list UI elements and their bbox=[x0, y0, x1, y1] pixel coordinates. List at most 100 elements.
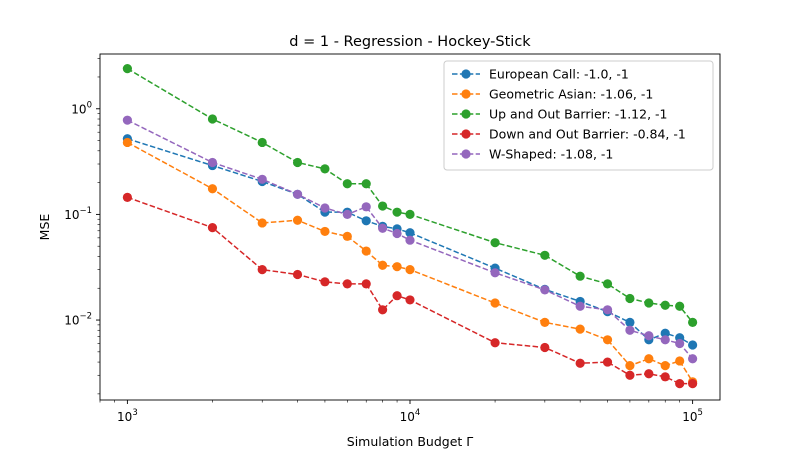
data-point bbox=[292, 189, 303, 199]
legend-label: Up and Out Barrier: -1.12, -1 bbox=[489, 107, 668, 122]
data-point bbox=[625, 325, 635, 335]
legend-label: European Call: -1.0, -1 bbox=[489, 67, 629, 82]
data-point bbox=[392, 291, 402, 301]
data-point bbox=[342, 209, 352, 220]
data-point bbox=[660, 361, 670, 371]
data-point bbox=[675, 379, 685, 389]
legend-box bbox=[443, 60, 714, 171]
data-point bbox=[361, 246, 371, 256]
data-point bbox=[122, 192, 132, 202]
legend-swatch-marker bbox=[461, 89, 471, 99]
legend-label: Down and Out Barrier: -0.84, -1 bbox=[489, 127, 686, 142]
data-point bbox=[405, 295, 415, 305]
data-point bbox=[625, 293, 635, 304]
data-point bbox=[342, 279, 352, 289]
data-point bbox=[405, 228, 415, 238]
data-point bbox=[320, 203, 330, 213]
data-point bbox=[660, 328, 670, 338]
data-point bbox=[378, 260, 388, 270]
data-point bbox=[490, 268, 500, 278]
data-point bbox=[602, 335, 613, 345]
data-point bbox=[575, 358, 585, 368]
data-point bbox=[675, 301, 685, 311]
data-point bbox=[378, 305, 388, 315]
data-point bbox=[575, 324, 585, 334]
data-point bbox=[361, 179, 371, 189]
data-point bbox=[257, 265, 267, 275]
data-point bbox=[540, 285, 550, 295]
data-point bbox=[342, 231, 352, 241]
data-point bbox=[392, 228, 402, 239]
data-point bbox=[660, 335, 670, 345]
data-point bbox=[378, 201, 388, 211]
data-point bbox=[405, 235, 415, 245]
data-point bbox=[625, 317, 635, 327]
data-point bbox=[625, 361, 635, 371]
data-point bbox=[257, 174, 267, 184]
data-point bbox=[122, 64, 132, 74]
data-point bbox=[688, 340, 698, 350]
data-point bbox=[361, 202, 371, 212]
data-point bbox=[122, 115, 132, 125]
data-point bbox=[644, 369, 654, 379]
data-point bbox=[257, 137, 267, 148]
data-point bbox=[575, 301, 585, 311]
legend-label: W-Shaped: -1.08, -1 bbox=[489, 147, 613, 162]
data-point bbox=[207, 223, 218, 233]
data-point bbox=[320, 226, 330, 237]
y-axis-label: MSE bbox=[37, 214, 52, 241]
series-5 bbox=[122, 115, 698, 364]
legend-swatch-marker bbox=[461, 129, 471, 139]
data-point bbox=[257, 218, 267, 228]
legend: European Call: -1.0, -1 Geometric Asian: … bbox=[443, 60, 714, 171]
data-point bbox=[292, 269, 303, 280]
data-point bbox=[207, 114, 218, 124]
data-point bbox=[292, 157, 303, 168]
legend-swatch-marker bbox=[461, 69, 471, 79]
chart-title: d = 1 - Regression - Hockey-Stick bbox=[289, 34, 531, 50]
data-point bbox=[688, 354, 698, 364]
series-4 bbox=[122, 192, 698, 389]
series-3 bbox=[122, 64, 698, 327]
data-point bbox=[688, 379, 698, 389]
data-point bbox=[660, 372, 670, 382]
data-point bbox=[122, 137, 132, 148]
series-group bbox=[122, 64, 698, 389]
data-point bbox=[602, 279, 613, 289]
data-point bbox=[320, 164, 330, 174]
data-point bbox=[378, 223, 388, 233]
data-point bbox=[602, 357, 613, 367]
data-point bbox=[342, 179, 352, 189]
data-point bbox=[540, 342, 550, 353]
data-point bbox=[490, 338, 500, 348]
data-point bbox=[660, 300, 670, 310]
legend-label: Geometric Asian: -1.06, -1 bbox=[489, 87, 653, 102]
data-point bbox=[392, 262, 402, 272]
data-point bbox=[540, 250, 550, 260]
legend-swatch-marker bbox=[461, 149, 471, 159]
data-point bbox=[575, 271, 585, 281]
data-point bbox=[405, 209, 415, 220]
data-point bbox=[490, 298, 500, 308]
data-point bbox=[392, 207, 402, 217]
data-point bbox=[405, 265, 415, 275]
data-point bbox=[361, 216, 371, 226]
data-point bbox=[540, 317, 550, 327]
data-point bbox=[207, 184, 218, 194]
data-point bbox=[675, 338, 685, 349]
legend-swatch-marker bbox=[461, 109, 471, 119]
data-point bbox=[644, 354, 654, 364]
data-point bbox=[361, 279, 371, 289]
x-axis-label: Simulation Budget Γ bbox=[347, 434, 473, 449]
data-point bbox=[292, 215, 303, 225]
data-point bbox=[625, 370, 635, 380]
data-point bbox=[602, 305, 613, 315]
data-point bbox=[320, 277, 330, 287]
data-point bbox=[207, 157, 218, 168]
plot-frame bbox=[99, 53, 721, 401]
data-point bbox=[644, 331, 654, 341]
data-point bbox=[675, 356, 685, 366]
